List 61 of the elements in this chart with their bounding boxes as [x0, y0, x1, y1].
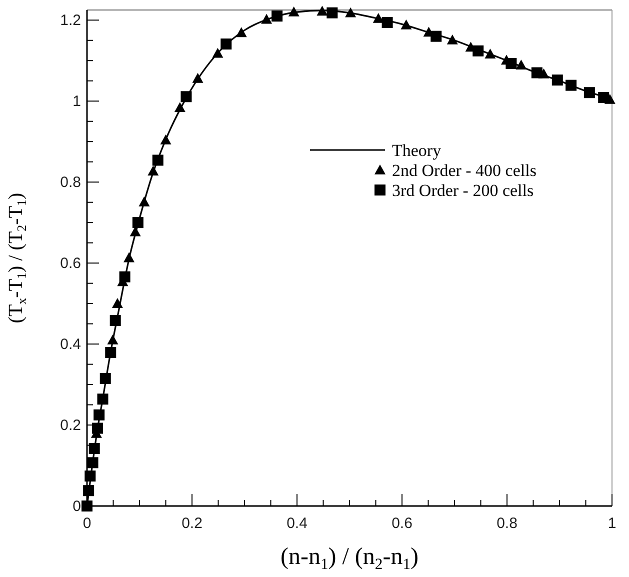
point	[92, 422, 103, 434]
point	[94, 409, 105, 420]
point	[288, 6, 300, 16]
x-tick-label: 0.6	[392, 515, 412, 532]
point	[326, 7, 338, 18]
point	[345, 7, 356, 18]
point	[138, 196, 150, 206]
y-tick-label: 1.2	[60, 12, 81, 30]
point	[87, 457, 98, 468]
point	[83, 485, 94, 496]
point	[400, 19, 412, 30]
y-tick-label: 0	[72, 498, 81, 515]
point	[97, 394, 108, 405]
legend-label: 2nd Order - 400 cells	[392, 161, 536, 180]
y-tick-label: 0.6	[60, 255, 81, 272]
x-tick-label: 0.4	[286, 515, 308, 532]
point	[107, 334, 118, 344]
x-axis-title: (n-n$_{1}$) / (n$_{2}$-n$_{1}$)	[280, 544, 419, 573]
point	[105, 347, 116, 358]
point	[110, 315, 121, 326]
point	[531, 67, 542, 78]
point	[160, 134, 172, 144]
point	[382, 17, 393, 28]
point	[88, 443, 100, 454]
point	[152, 154, 164, 166]
point	[316, 6, 328, 16]
point	[236, 27, 247, 38]
point	[82, 500, 92, 512]
y-tick-label: 1	[72, 93, 81, 110]
y-tick-label: 0.2	[60, 417, 81, 434]
point	[446, 34, 458, 44]
point	[100, 372, 111, 384]
point	[272, 10, 283, 22]
point	[472, 45, 484, 56]
point	[212, 48, 224, 58]
point	[192, 72, 204, 83]
point	[516, 60, 527, 70]
point	[566, 80, 577, 91]
legend-label: 3rd Order - 200 cells	[392, 181, 534, 200]
point	[484, 48, 496, 59]
point	[430, 30, 442, 42]
point	[174, 102, 186, 112]
point	[220, 38, 232, 50]
legend-label: Theory	[392, 141, 442, 160]
x-tick-label: 0.8	[496, 515, 518, 532]
point	[506, 58, 517, 69]
point	[124, 252, 134, 262]
point	[132, 217, 144, 228]
point	[598, 92, 610, 103]
point	[180, 91, 192, 102]
point	[84, 470, 96, 482]
y-tick-label: 0.8	[60, 174, 81, 192]
point	[552, 74, 563, 86]
x-tick-label: 0.2	[182, 515, 202, 532]
point	[584, 87, 595, 98]
point	[148, 166, 159, 176]
point	[112, 298, 123, 308]
point	[119, 271, 130, 282]
point	[261, 14, 272, 24]
y-tick-label: 0.4	[60, 336, 81, 354]
x-tick-label: 1	[608, 515, 616, 532]
